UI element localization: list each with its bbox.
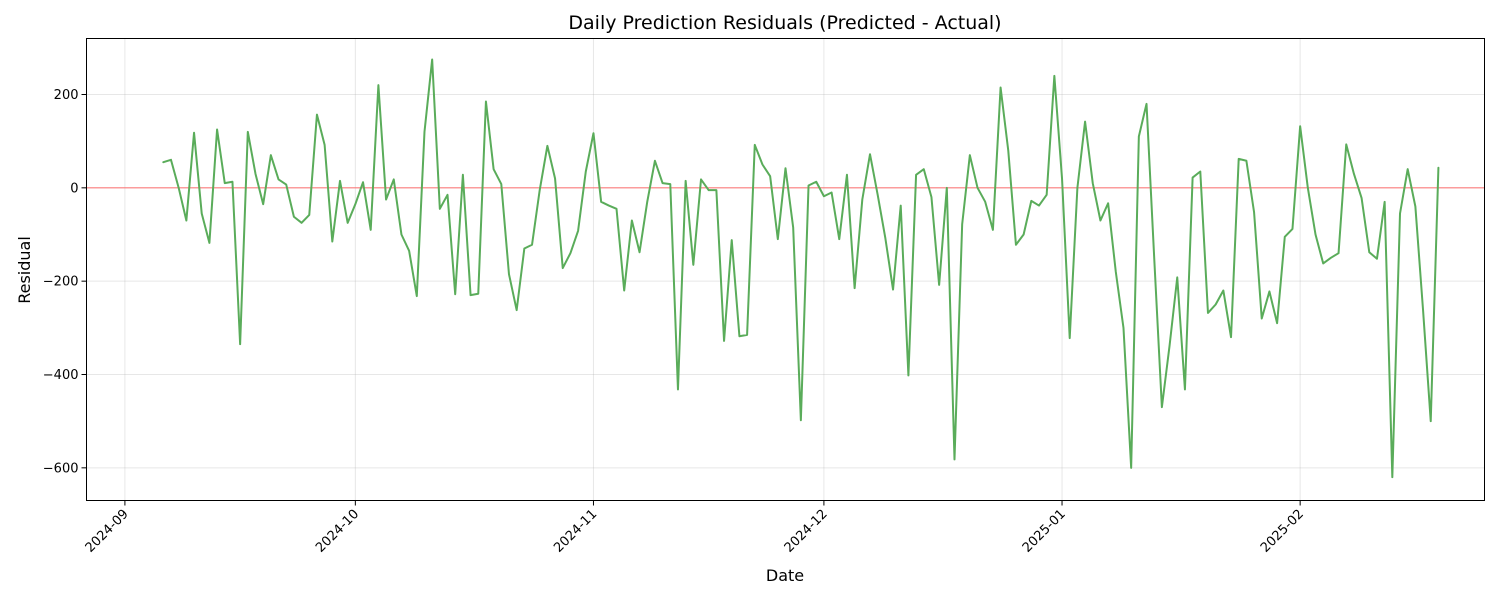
y-tick-label: 200 — [54, 88, 79, 103]
y-tick-label: −400 — [43, 368, 79, 383]
y-axis-ticks: −600 −400 −200 0 200 — [43, 88, 87, 476]
y-tick-label: −200 — [43, 275, 79, 290]
residual-series-line — [162, 58, 1440, 479]
y-tick-label: 0 — [70, 181, 78, 196]
y-axis-label: Residual — [15, 236, 34, 304]
plot-frame — [86, 38, 1485, 501]
chart-title: Daily Prediction Residuals (Predicted - … — [568, 12, 1001, 34]
y-tick-label: −600 — [43, 461, 79, 476]
x-axis-label: Date — [766, 566, 804, 585]
series-group — [162, 58, 1440, 479]
